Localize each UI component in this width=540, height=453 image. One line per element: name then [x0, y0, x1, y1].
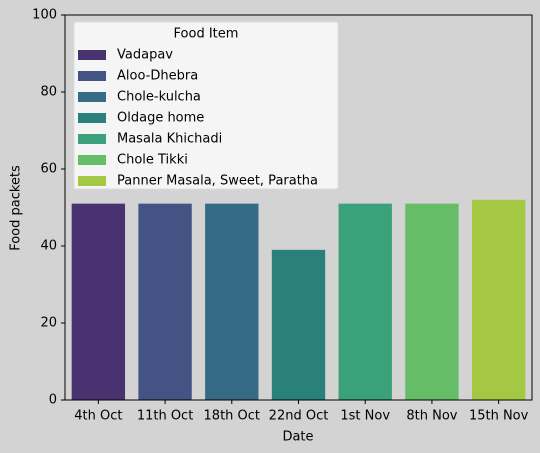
plot-frame	[64, 14, 533, 401]
bar	[271, 249, 326, 400]
x-tick-label: 11th Oct	[137, 409, 194, 424]
x-axis-label: Date	[282, 430, 313, 445]
bar	[71, 203, 126, 400]
x-tick-label: 1st Nov	[340, 409, 390, 424]
legend-label: Chole Tikki	[117, 153, 188, 168]
legend-label: Aloo-Dhebra	[117, 69, 198, 84]
bar	[205, 203, 259, 400]
bar	[338, 203, 392, 400]
legend-label: Panner Masala, Sweet, Paratha	[117, 174, 318, 189]
legend-swatch	[78, 50, 106, 60]
x-tick-label: 22nd Oct	[269, 409, 329, 424]
legend-swatch	[78, 92, 106, 102]
legend-label: Masala Khichadi	[117, 132, 222, 147]
legend-label: Oldage home	[117, 111, 204, 126]
legend-box	[73, 21, 339, 190]
legend-label: Vadapav	[117, 48, 173, 63]
legend-swatch	[78, 176, 106, 186]
legend-swatch	[78, 155, 106, 165]
bar	[471, 199, 526, 400]
y-tick-label: 80	[40, 85, 57, 100]
y-axis-label: Food packets	[9, 165, 24, 251]
x-tick-label: 18th Oct	[204, 409, 261, 424]
x-tick-label: 15th Nov	[469, 409, 529, 424]
legend-swatch	[78, 134, 106, 144]
x-tick-label: 4th Oct	[74, 409, 122, 424]
x-tick-label: 8th Nov	[406, 409, 457, 424]
legend-swatch	[78, 113, 106, 123]
legend-swatch	[78, 71, 106, 81]
legend-title: Food Item	[174, 27, 239, 42]
bar	[405, 203, 459, 400]
y-tick-label: 100	[32, 8, 57, 23]
y-tick-label: 0	[49, 393, 57, 408]
y-tick-label: 40	[40, 239, 57, 254]
y-tick-label: 20	[40, 316, 57, 331]
bar	[138, 203, 192, 400]
legend-label: Chole-kulcha	[117, 90, 201, 105]
y-tick-label: 60	[40, 162, 57, 177]
